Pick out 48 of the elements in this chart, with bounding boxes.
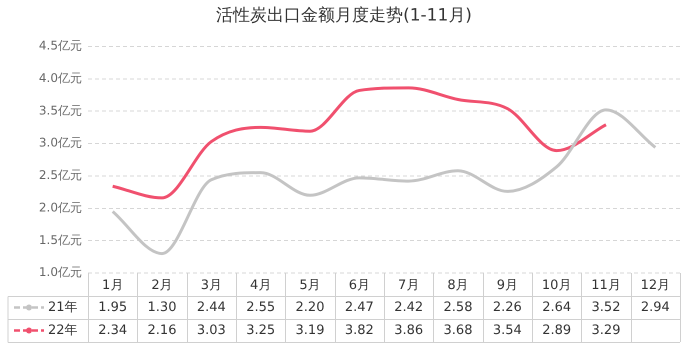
- data-label: 2.34: [98, 322, 128, 338]
- line-series: [111, 108, 657, 256]
- y-tick-label: 2.0亿元: [38, 200, 82, 214]
- data-label: 3.25: [246, 322, 276, 338]
- data-label: 3.54: [492, 322, 522, 338]
- x-tick-label: 6月: [348, 278, 370, 294]
- x-tick-label: 7月: [398, 278, 420, 294]
- x-tick-label: 3月: [200, 278, 222, 294]
- data-label: 3.29: [592, 322, 620, 338]
- x-tick-label: 11月: [591, 278, 621, 294]
- data-label: 2.42: [394, 300, 424, 315]
- data-label: 2.64: [542, 300, 572, 315]
- data-label: 2.20: [296, 300, 324, 315]
- data-label: 3.03: [196, 322, 226, 338]
- data-label: 2.55: [246, 300, 276, 315]
- x-tick-label: 10月: [542, 278, 572, 294]
- data-label: 2.58: [444, 300, 472, 315]
- legend-label: 21年: [48, 300, 78, 315]
- x-tick-label: 12月: [640, 278, 670, 294]
- y-tick-label: 3.0亿元: [38, 136, 82, 150]
- legend-label: 22年: [48, 322, 78, 338]
- y-tick-label: 4.5亿元: [38, 38, 82, 53]
- y-tick-label: 2.5亿元: [38, 168, 82, 182]
- x-tick-label: 5月: [299, 278, 321, 294]
- data-label: 3.68: [444, 322, 472, 338]
- x-tick-label: 4月: [250, 278, 272, 294]
- data-label: 2.44: [196, 300, 226, 315]
- line-series: [111, 86, 608, 200]
- data-label: 2.47: [344, 300, 374, 315]
- y-tick-label: 3.5亿元: [38, 103, 82, 118]
- y-tick-label: 1.0亿元: [38, 265, 82, 280]
- data-label: 2.89: [542, 322, 572, 338]
- x-tick-label: 2月: [151, 278, 173, 294]
- data-label: 3.82: [344, 322, 374, 338]
- y-tick-label: 1.5亿元: [38, 232, 82, 247]
- data-label: 2.26: [492, 300, 522, 315]
- data-label: 3.52: [592, 300, 620, 315]
- data-label: 2.16: [148, 322, 176, 338]
- y-tick-label: 4.0亿元: [38, 70, 82, 85]
- data-label: 1.30: [148, 300, 176, 315]
- chart-title: 活性炭出口金额月度走势(1-11月): [216, 6, 472, 26]
- x-tick-label: 9月: [496, 278, 518, 294]
- data-label: 1.95: [98, 300, 128, 315]
- x-tick-label: 8月: [447, 278, 469, 294]
- data-label: 3.86: [394, 322, 424, 338]
- data-label: 2.94: [640, 300, 670, 315]
- data-label: 3.19: [296, 322, 324, 338]
- x-tick-label: 1月: [102, 278, 124, 294]
